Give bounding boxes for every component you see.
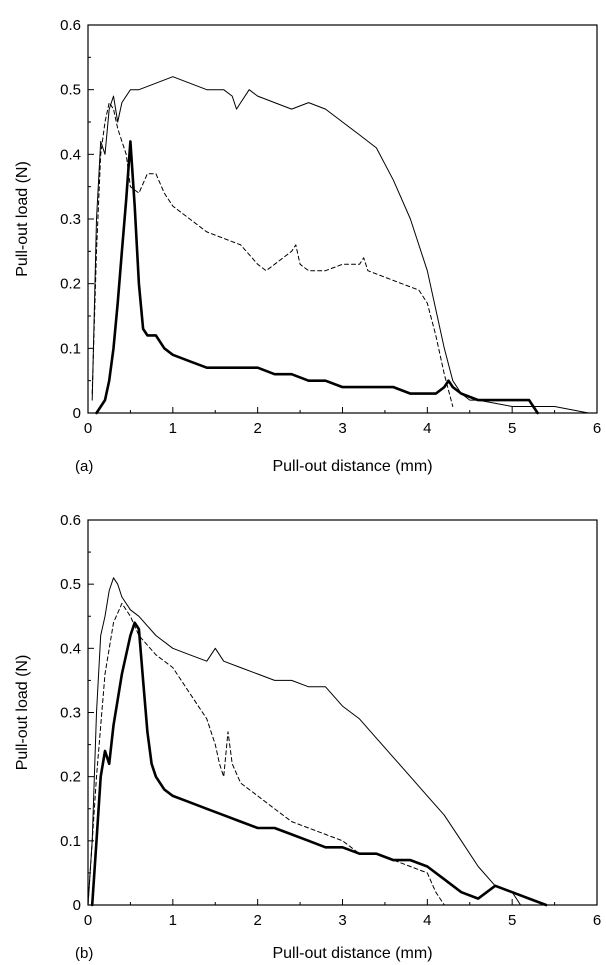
x-tick-label: 5 [508,420,516,437]
y-tick-label: 0.6 [60,17,81,34]
y-tick-label: 0.1 [60,833,81,850]
y-axis-title: Pull-out load (N) [14,655,31,771]
chart-panel-a: 0 1 2 3 4 5 6 0 0.1 0.2 0.3 0.4 0.5 0.6 Pull-out dista… [14,17,601,475]
x-tick-label: 3 [338,420,346,437]
x-tick-label: 0 [84,420,92,437]
x-tick-label: 6 [593,912,601,929]
y-tick-label: 0.3 [60,211,81,228]
series-line-thick-solid [90,621,548,907]
y-tick-label: 0.1 [60,340,81,357]
x-axis-title: Pull-out distance (mm) [272,458,432,475]
y-axis-title: Pull-out load (N) [14,161,31,277]
x-axis-title: Pull-out distance (mm) [272,945,432,962]
y-tick-label: 0.4 [60,146,81,163]
x-tick-label: 0 [84,912,92,929]
x-tick-label: 2 [253,420,261,437]
y-tick-label: 0.2 [60,276,81,293]
x-tick-label: 3 [338,912,346,929]
y-tick-label: 0.5 [60,576,81,593]
y-tick-label: 0.3 [60,705,81,722]
series-line-dashed [91,102,454,407]
plot-frame [87,24,598,414]
panel-label: (b) [75,945,93,962]
series-line-thin-solid [87,577,522,906]
y-tick-label: 0.2 [60,769,81,786]
x-tick-label: 6 [593,420,601,437]
y-tick-label: 0.5 [60,82,81,99]
panel-label: (a) [75,458,93,475]
x-tick-label: 4 [423,912,431,929]
chart-panel-b: 0 1 2 3 4 5 6 0 0.1 0.2 0.3 0.4 0.5 0.6 Pull-out dista… [14,512,601,962]
x-tick-label: 2 [253,912,261,929]
x-tick-label: 4 [423,420,431,437]
series-line-dashed [87,602,445,906]
y-tick-label: 0 [73,897,81,914]
y-tick-label: 0 [73,405,81,422]
series-line-thick-solid [95,140,539,415]
series-line-thin-solid [91,76,589,414]
x-tick-label: 5 [508,912,516,929]
y-tick-label: 0.4 [60,640,81,657]
x-tick-label: 1 [169,912,177,929]
y-tick-label: 0.6 [60,512,81,529]
x-tick-label: 1 [169,420,177,437]
